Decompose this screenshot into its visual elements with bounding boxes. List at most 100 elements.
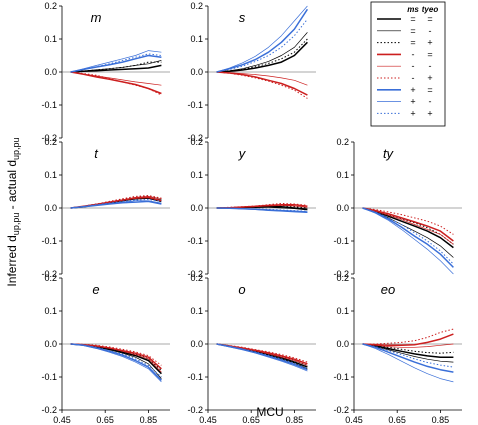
legend-ms-value: =	[410, 26, 415, 36]
y-tick-label: 0.0	[336, 339, 349, 349]
legend-tyeo-value: =	[427, 49, 432, 59]
y-tick-label: -0.1	[333, 372, 349, 382]
y-tick-label: 0.1	[44, 306, 57, 316]
legend-ms-value: +	[410, 97, 415, 107]
y-tick-label: -0.1	[187, 236, 203, 246]
y-tick-label: 0.0	[190, 339, 203, 349]
x-tick-label: 0.65	[388, 415, 406, 425]
legend-tyeo-value: -	[429, 26, 432, 36]
series-line	[362, 207, 454, 265]
x-tick-label: 0.85	[140, 415, 158, 425]
y-tick-label: 0.1	[44, 170, 57, 180]
y-tick-label: -0.2	[41, 269, 57, 279]
x-tick-label: 0.85	[286, 415, 304, 425]
series-line	[362, 207, 454, 245]
y-tick-label: -0.1	[41, 372, 57, 382]
legend-header-tyeo: tyeo	[422, 5, 439, 14]
y-axis-label-main: Inferred d	[5, 235, 19, 286]
x-tick-label: 0.65	[96, 415, 114, 425]
series-line	[362, 343, 454, 358]
x-tick-label: 0.45	[345, 415, 363, 425]
panel-eo: 0.2 0.1 0.0 -0.1 -0.20.45 0.65 0.85 eo	[333, 273, 462, 425]
y-tick-label: 0.0	[190, 67, 203, 77]
series-line	[362, 207, 454, 268]
y-tick-label: 0.2	[336, 137, 349, 147]
series-line	[70, 71, 162, 86]
y-tick-label: -0.1	[333, 236, 349, 246]
y-tick-label: 0.0	[44, 203, 57, 213]
series-line	[362, 328, 454, 345]
y-tick-label: -0.2	[187, 133, 203, 143]
series-line	[362, 207, 454, 235]
legend-tyeo-value: =	[427, 14, 432, 24]
legend-tyeo-value: +	[427, 108, 432, 118]
y-tick-label: 0.2	[336, 273, 349, 283]
series-line	[70, 343, 162, 366]
series-line	[70, 53, 162, 73]
y-tick-label: 0.0	[44, 339, 57, 349]
series-line	[70, 343, 162, 378]
y-tick-label: -0.1	[187, 100, 203, 110]
y-tick-label: 0.1	[190, 170, 203, 180]
y-tick-label: 0.1	[44, 34, 57, 44]
panel-o: 0.2 0.1 0.0 -0.1 -0.20.45 0.65 0.85 o	[187, 273, 316, 425]
legend-ms-value: +	[410, 108, 415, 118]
series-line	[362, 343, 454, 373]
y-tick-label: 0.0	[190, 203, 203, 213]
y-tick-label: 0.1	[336, 170, 349, 180]
series-line	[216, 38, 308, 73]
series-line	[216, 8, 309, 73]
y-tick-label: 0.0	[44, 67, 57, 77]
y-tick-label: 0.2	[44, 1, 57, 11]
legend-tyeo-value: -	[429, 61, 432, 71]
panel-title: m	[91, 10, 102, 25]
x-tick-label: 0.45	[199, 415, 217, 425]
y-tick-label: -0.2	[41, 133, 57, 143]
legend-box	[370, 1, 446, 127]
y-axis-label-sub: up,pu	[11, 213, 21, 236]
y-tick-label: -0.1	[187, 372, 203, 382]
legend-tyeo-value: -	[429, 97, 432, 107]
y-tick-label: -0.2	[333, 269, 349, 279]
legend-ms-value: =	[410, 38, 415, 48]
x-tick-label: 0.85	[432, 415, 450, 425]
series-line	[70, 50, 162, 73]
series-line	[362, 343, 454, 383]
legend-ms-value: -	[412, 73, 415, 83]
y-tick-label: -0.2	[187, 269, 203, 279]
series-line	[216, 343, 308, 372]
legend-header-ms: ms	[407, 5, 419, 14]
y-tick-label: 0.2	[190, 1, 203, 11]
y-axis-label-mid: - actual d	[5, 160, 19, 213]
series-line	[362, 207, 454, 275]
series-line	[216, 343, 308, 369]
y-tick-label: 0.2	[190, 137, 203, 147]
legend-tyeo-value: =	[427, 85, 432, 95]
y-tick-label: -0.2	[41, 405, 57, 415]
series-line	[362, 343, 454, 348]
panel-t: 0.2 0.1 0.0 -0.1 -0.2 t	[41, 137, 170, 279]
y-tick-label: 0.2	[44, 273, 57, 283]
series-line	[362, 343, 454, 368]
y-tick-label: 0.0	[336, 203, 349, 213]
x-axis-label: MCU	[256, 405, 283, 419]
panel-y: 0.2 0.1 0.0 -0.1 -0.2 y	[187, 137, 316, 279]
series-line	[70, 61, 162, 73]
y-tick-label: -0.1	[41, 236, 57, 246]
legend-ms-value: +	[410, 85, 415, 95]
series-line	[70, 71, 162, 95]
y-axis-label-sub2: up,pu	[11, 137, 21, 160]
panel-title: o	[238, 282, 245, 297]
y-tick-label: 0.1	[336, 306, 349, 316]
y-tick-label: 0.2	[190, 273, 203, 283]
series-line	[216, 5, 308, 73]
series-line	[362, 333, 454, 347]
legend: ms tyeo= == -= +- =- -- ++ =+ -+ +	[370, 1, 446, 127]
panel-title: e	[92, 282, 99, 297]
series-line	[70, 198, 162, 209]
y-tick-label: -0.2	[187, 405, 203, 415]
y-tick-label: 0.2	[44, 137, 57, 147]
legend-tyeo-value: +	[427, 38, 432, 48]
panel-title: ty	[383, 146, 395, 161]
